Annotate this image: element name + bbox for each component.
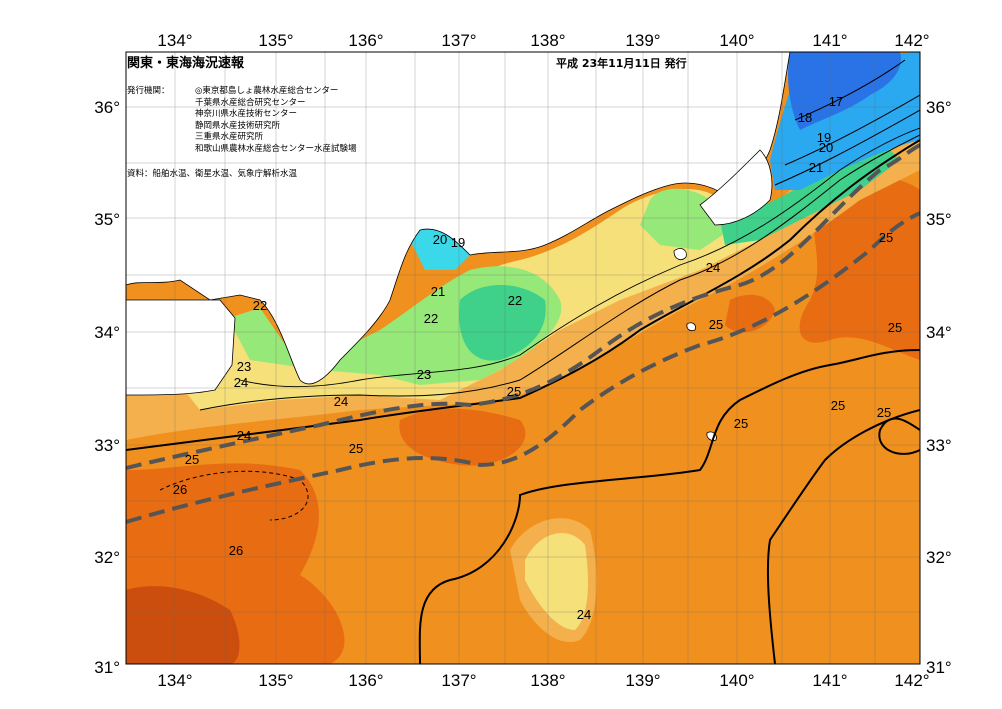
contour-24-coast <box>199 134 920 411</box>
contour-26-loop <box>159 470 309 521</box>
temp-label: 22 <box>508 293 522 308</box>
longitude-labels-top: 134° 135° 136° 137° 138° 139° 140° 141° … <box>157 31 929 50</box>
lon-label: 135° <box>258 671 293 690</box>
land-boso <box>699 149 773 226</box>
lon-label: 136° <box>348 671 383 690</box>
temp-label: 24 <box>706 260 720 275</box>
contour-18-ne <box>794 59 906 121</box>
issuers-list: ◎東京都島しょ農林水産総合センター 千葉県水産総合研究センター 神奈川県水産技術… <box>195 86 357 155</box>
temperature-labels: 17 18 19 20 21 20 19 21 22 22 22 23 23 2… <box>173 94 902 622</box>
data-sources: 資料：船舶水温、衛星水温、気象庁解析水温 <box>127 169 298 179</box>
temp-label: 24 <box>234 375 248 390</box>
latitude-labels-right: 36° 35° 34° 33° 32° 31° <box>926 98 952 677</box>
lat-label: 31° <box>94 658 120 677</box>
temp-label: 24 <box>237 428 251 443</box>
sea-26-27-central <box>399 408 526 466</box>
lon-label: 140° <box>719 671 754 690</box>
lon-label: 142° <box>894 31 929 50</box>
temp-label: 20 <box>819 140 833 155</box>
issuer: ◎東京都島しょ農林水産総合センター <box>195 86 339 96</box>
temp-label: 25 <box>349 441 363 456</box>
contour-21-ne <box>774 109 920 186</box>
lat-label: 33° <box>94 436 120 455</box>
temp-label: 25 <box>877 405 891 420</box>
issued-date: 平成 23年11月11日 発行 <box>556 57 687 70</box>
latitude-labels-left: 36° 35° 34° 33° 32° 31° <box>94 98 120 677</box>
kuroshio-axis-south <box>126 211 920 524</box>
lon-label: 134° <box>157 31 192 50</box>
lon-label: 138° <box>530 31 565 50</box>
temp-label: 25 <box>185 452 199 467</box>
lon-label: 140° <box>719 31 754 50</box>
lon-label: 137° <box>441 671 476 690</box>
land-miyake <box>686 322 696 332</box>
temp-label: 19 <box>451 235 465 250</box>
temp-label: 25 <box>709 317 723 332</box>
lon-label: 137° <box>441 31 476 50</box>
map-title: 関東・東海海況速報 <box>127 56 245 71</box>
temp-label: 21 <box>431 284 445 299</box>
lon-label: 141° <box>812 31 847 50</box>
lon-label: 138° <box>530 671 565 690</box>
contour-20-ne <box>784 94 920 166</box>
longitude-labels-bottom: 134° 135° 136° 137° 138° 139° 140° 141° … <box>157 671 929 690</box>
issuers-block: 発行機関： ◎東京都島しょ農林水産総合センター 千葉県水産総合研究センター 神奈… <box>127 86 357 155</box>
land-awaji-shikoku <box>126 299 236 396</box>
temp-label: 22 <box>424 311 438 326</box>
lat-label: 35° <box>94 210 120 229</box>
temp-label: 23 <box>417 367 431 382</box>
temp-label: 26 <box>173 482 187 497</box>
graticule <box>126 52 920 664</box>
lon-label: 139° <box>625 31 660 50</box>
lat-label: 36° <box>926 98 952 117</box>
lon-label: 135° <box>258 31 293 50</box>
lat-label: 36° <box>94 98 120 117</box>
temp-label: 25 <box>888 320 902 335</box>
lat-label: 34° <box>94 323 120 342</box>
temp-label: 25 <box>879 230 893 245</box>
issuers-label: 発行機関： <box>127 86 170 96</box>
lat-label: 32° <box>926 548 952 567</box>
temp-label: 21 <box>809 160 823 175</box>
temp-label: 24 <box>334 394 348 409</box>
lon-label: 136° <box>348 31 383 50</box>
lat-label: 33° <box>926 436 952 455</box>
contour-25-southeast <box>766 409 920 664</box>
contour-25-south <box>418 349 920 664</box>
issuer: 和歌山県農林水産総合センター水産試験場 <box>195 143 357 154</box>
temp-label: 23 <box>237 359 251 374</box>
temp-label: 20 <box>433 232 447 247</box>
sea-21-22 <box>459 285 546 361</box>
temp-label: 25 <box>507 384 521 399</box>
temp-label: 26 <box>229 543 243 558</box>
issuer: 神奈川県水産技術センター <box>195 109 298 119</box>
issuer: 三重県水産研究所 <box>195 132 264 142</box>
temp-label: 25 <box>831 398 845 413</box>
sea-gt27-southwest <box>126 586 240 664</box>
lat-label: 32° <box>94 548 120 567</box>
lon-label: 141° <box>812 671 847 690</box>
temp-label: 22 <box>253 298 267 313</box>
lat-label: 31° <box>926 658 952 677</box>
temp-label: 25 <box>734 416 748 431</box>
temp-label: 19 <box>817 130 831 145</box>
contour-25-east-loop <box>878 417 920 455</box>
kuroshio-axis-north <box>126 143 920 470</box>
lon-label: 134° <box>157 671 192 690</box>
sea-21-22-boso <box>720 140 900 245</box>
lon-label: 142° <box>894 671 929 690</box>
lon-label: 139° <box>625 671 660 690</box>
issuer: 千葉県水産総合研究センター <box>195 97 306 108</box>
map-frame <box>125 51 921 665</box>
temp-label: 18 <box>798 110 812 125</box>
temp-label: 24 <box>577 607 591 622</box>
land-oshima <box>673 248 687 261</box>
issuer: 静岡県水産技術研究所 <box>195 120 281 131</box>
lat-label: 34° <box>926 323 952 342</box>
contour-23-coast <box>239 127 920 388</box>
temp-label: 17 <box>829 94 843 109</box>
lat-label: 35° <box>926 210 952 229</box>
